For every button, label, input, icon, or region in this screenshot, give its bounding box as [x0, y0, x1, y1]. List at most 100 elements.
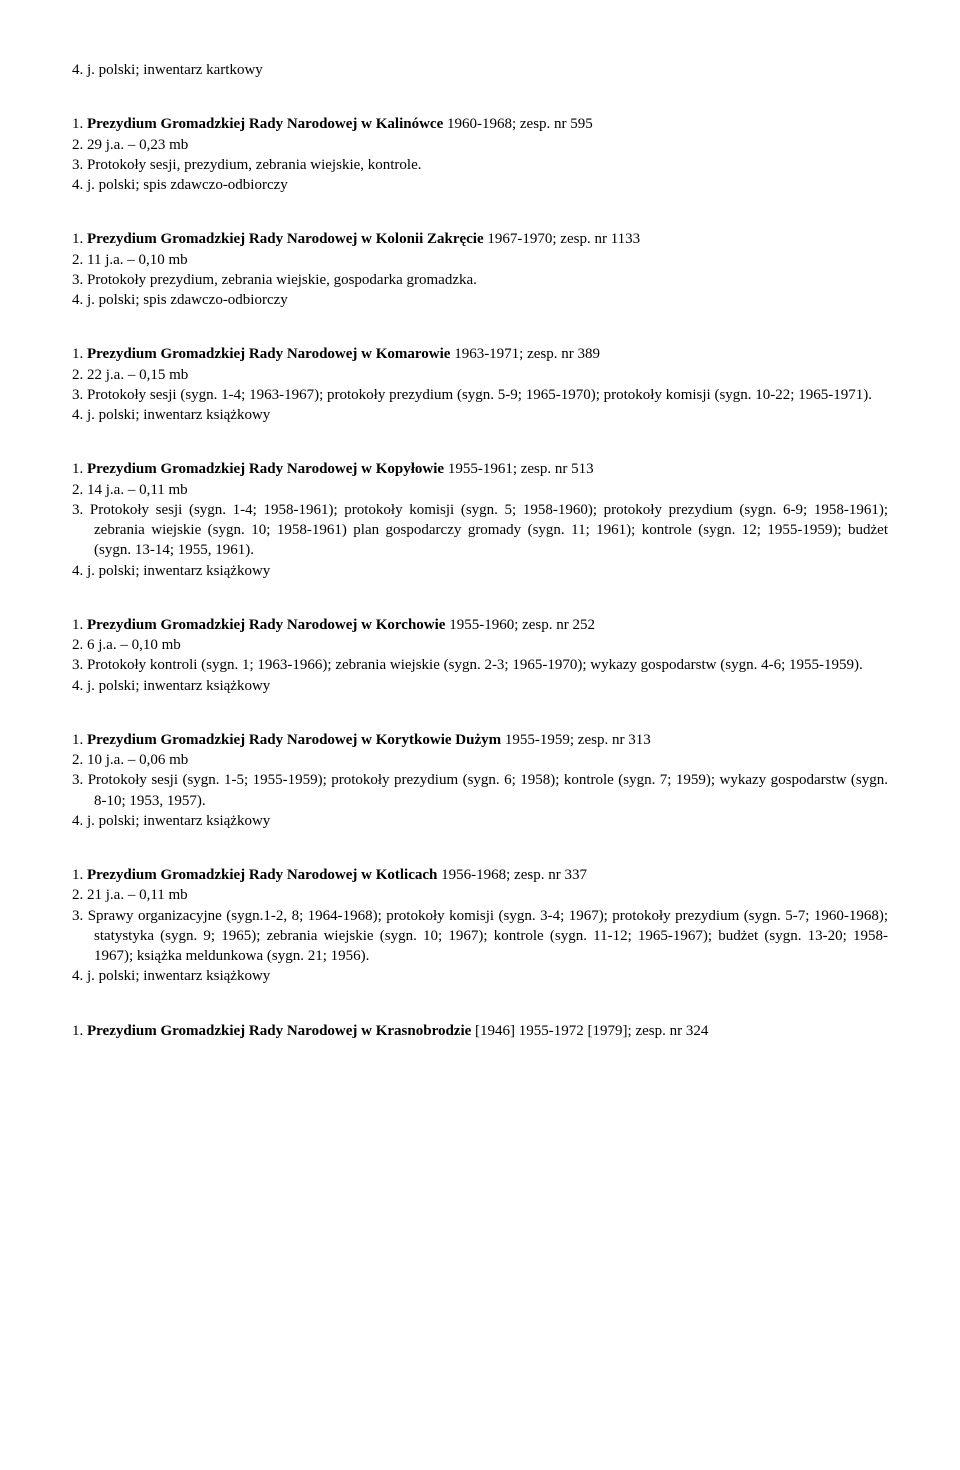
entry-title: Prezydium Gromadzkiej Rady Narodowej w K… — [87, 732, 501, 748]
line-number: 2. — [72, 367, 87, 383]
entry: 1. Prezydium Gromadzkiej Rady Narodowej … — [72, 114, 888, 195]
entry-line: 1. Prezydium Gromadzkiej Rady Narodowej … — [72, 865, 888, 885]
entry-title: Prezydium Gromadzkiej Rady Narodowej w K… — [87, 1023, 471, 1039]
entry-line: 1. Prezydium Gromadzkiej Rady Narodowej … — [72, 114, 888, 134]
entry-line: 1. Prezydium Gromadzkiej Rady Narodowej … — [72, 1021, 888, 1041]
line-number: 3. — [72, 908, 88, 924]
line-number: 3. — [72, 387, 87, 403]
entry-line: 2. 14 j.a. – 0,11 mb — [72, 480, 888, 500]
entry-title: Prezydium Gromadzkiej Rady Narodowej w K… — [87, 461, 444, 477]
line-number: 2. — [72, 887, 87, 903]
line-number: 2. — [72, 637, 87, 653]
entry-line: 3. Protokoły sesji, prezydium, zebrania … — [72, 155, 888, 175]
entry-line: 4. j. polski; inwentarz książkowy — [72, 811, 888, 831]
line-text: Protokoły kontroli (sygn. 1; 1963-1966);… — [87, 657, 863, 673]
line-text: 29 j.a. – 0,23 mb — [87, 137, 188, 153]
line-text: Protokoły prezydium, zebrania wiejskie, … — [87, 272, 477, 288]
line-number: 2. — [72, 752, 87, 768]
line-number: 3. — [72, 772, 88, 788]
entry-line: 4. j. polski; spis zdawczo-odbiorczy — [72, 290, 888, 310]
line-number: 4. — [72, 563, 87, 579]
line-text: Protokoły sesji (sygn. 1-5; 1955-1959); … — [88, 772, 888, 808]
line-text: 14 j.a. – 0,11 mb — [87, 482, 188, 498]
entry-line: 2. 11 j.a. – 0,10 mb — [72, 250, 888, 270]
line-number: 3. — [72, 157, 87, 173]
entry-line: 2. 29 j.a. – 0,23 mb — [72, 135, 888, 155]
line-number: 2. — [72, 482, 87, 498]
entry-line: 1. Prezydium Gromadzkiej Rady Narodowej … — [72, 730, 888, 750]
line-number: 4. — [72, 968, 87, 984]
entry-line: 4. j. polski; inwentarz książkowy — [72, 405, 888, 425]
entry-line: 3. Protokoły sesji (sygn. 1-5; 1955-1959… — [72, 770, 888, 811]
entry-line: 2. 22 j.a. – 0,15 mb — [72, 365, 888, 385]
entry-line: 2. 10 j.a. – 0,06 mb — [72, 750, 888, 770]
line-number: 3. — [72, 272, 87, 288]
line-text: j. polski; inwentarz książkowy — [87, 968, 270, 984]
line-text: 21 j.a. – 0,11 mb — [87, 887, 188, 903]
line-text: 1955-1960; zesp. nr 252 — [445, 617, 595, 633]
entry-line: 1. Prezydium Gromadzkiej Rady Narodowej … — [72, 615, 888, 635]
line-text: 1955-1959; zesp. nr 313 — [501, 732, 651, 748]
line-text: 6 j.a. – 0,10 mb — [87, 637, 181, 653]
line-text: j. polski; inwentarz kartkowy — [87, 62, 263, 78]
line-number: 1. — [72, 732, 87, 748]
entry-line: 3. Protokoły sesji (sygn. 1-4; 1958-1961… — [72, 500, 888, 561]
entry-line: 4. j. polski; spis zdawczo-odbiorczy — [72, 175, 888, 195]
entry-line: 4. j. polski; inwentarz kartkowy — [72, 60, 888, 80]
entry-title: Prezydium Gromadzkiej Rady Narodowej w K… — [87, 231, 484, 247]
line-text: 1963-1971; zesp. nr 389 — [450, 346, 600, 362]
line-text: 10 j.a. – 0,06 mb — [87, 752, 188, 768]
entry-line: 2. 21 j.a. – 0,11 mb — [72, 885, 888, 905]
line-text: 1960-1968; zesp. nr 595 — [443, 116, 593, 132]
entry: 1. Prezydium Gromadzkiej Rady Narodowej … — [72, 865, 888, 987]
line-text: Protokoły sesji (sygn. 1-4; 1958-1961); … — [90, 502, 888, 559]
document-body: 4. j. polski; inwentarz kartkowy 1. Prezy… — [72, 60, 888, 1041]
entry-title: Prezydium Gromadzkiej Rady Narodowej w K… — [87, 346, 450, 362]
line-text: j. polski; inwentarz książkowy — [87, 407, 270, 423]
line-number: 1. — [72, 617, 87, 633]
entry: 1. Prezydium Gromadzkiej Rady Narodowej … — [72, 1021, 888, 1041]
entry: 1. Prezydium Gromadzkiej Rady Narodowej … — [72, 229, 888, 310]
entry-line: 1. Prezydium Gromadzkiej Rady Narodowej … — [72, 344, 888, 364]
line-number: 2. — [72, 252, 87, 268]
line-text: 1956-1968; zesp. nr 337 — [437, 867, 587, 883]
line-text: 1967-1970; zesp. nr 1133 — [484, 231, 641, 247]
line-number: 1. — [72, 461, 87, 477]
line-number: 4. — [72, 678, 87, 694]
line-number: 1. — [72, 1023, 87, 1039]
entry-title: Prezydium Gromadzkiej Rady Narodowej w K… — [87, 867, 437, 883]
line-text: [1946] 1955-1972 [1979]; zesp. nr 324 — [471, 1023, 708, 1039]
entry: 1. Prezydium Gromadzkiej Rady Narodowej … — [72, 730, 888, 831]
line-text: Protokoły sesji (sygn. 1-4; 1963-1967); … — [87, 387, 872, 403]
line-text: Protokoły sesji, prezydium, zebrania wie… — [87, 157, 422, 173]
line-text: 1955-1961; zesp. nr 513 — [444, 461, 594, 477]
line-number: 1. — [72, 346, 87, 362]
line-text: j. polski; spis zdawczo-odbiorczy — [87, 177, 288, 193]
line-text: j. polski; spis zdawczo-odbiorczy — [87, 292, 288, 308]
entry-line: 3. Protokoły sesji (sygn. 1-4; 1963-1967… — [72, 385, 888, 405]
line-text: 22 j.a. – 0,15 mb — [87, 367, 188, 383]
line-number: 1. — [72, 867, 87, 883]
line-number: 3. — [72, 502, 90, 518]
entry-line: 3. Protokoły kontroli (sygn. 1; 1963-196… — [72, 655, 888, 675]
line-text: j. polski; inwentarz książkowy — [87, 813, 270, 829]
entry-line: 4. j. polski; inwentarz książkowy — [72, 561, 888, 581]
line-number: 1. — [72, 231, 87, 247]
entry: 1. Prezydium Gromadzkiej Rady Narodowej … — [72, 344, 888, 425]
entry-line: 1. Prezydium Gromadzkiej Rady Narodowej … — [72, 459, 888, 479]
entry-line: 3. Sprawy organizacyjne (sygn.1-2, 8; 19… — [72, 906, 888, 967]
line-text: j. polski; inwentarz książkowy — [87, 678, 270, 694]
line-number: 3. — [72, 657, 87, 673]
entry-line: 3. Protokoły prezydium, zebrania wiejski… — [72, 270, 888, 290]
line-text: Sprawy organizacyjne (sygn.1-2, 8; 1964-… — [88, 908, 888, 965]
entry-title: Prezydium Gromadzkiej Rady Narodowej w K… — [87, 116, 443, 132]
line-number: 4. — [72, 407, 87, 423]
line-text: 11 j.a. – 0,10 mb — [87, 252, 188, 268]
line-number: 1. — [72, 116, 87, 132]
line-number: 4. — [72, 177, 87, 193]
entry-line: 2. 6 j.a. – 0,10 mb — [72, 635, 888, 655]
line-number: 4. — [72, 62, 87, 78]
line-number: 4. — [72, 813, 87, 829]
entry-line: 4. j. polski; inwentarz książkowy — [72, 676, 888, 696]
entry-line: 4. j. polski; inwentarz książkowy — [72, 966, 888, 986]
